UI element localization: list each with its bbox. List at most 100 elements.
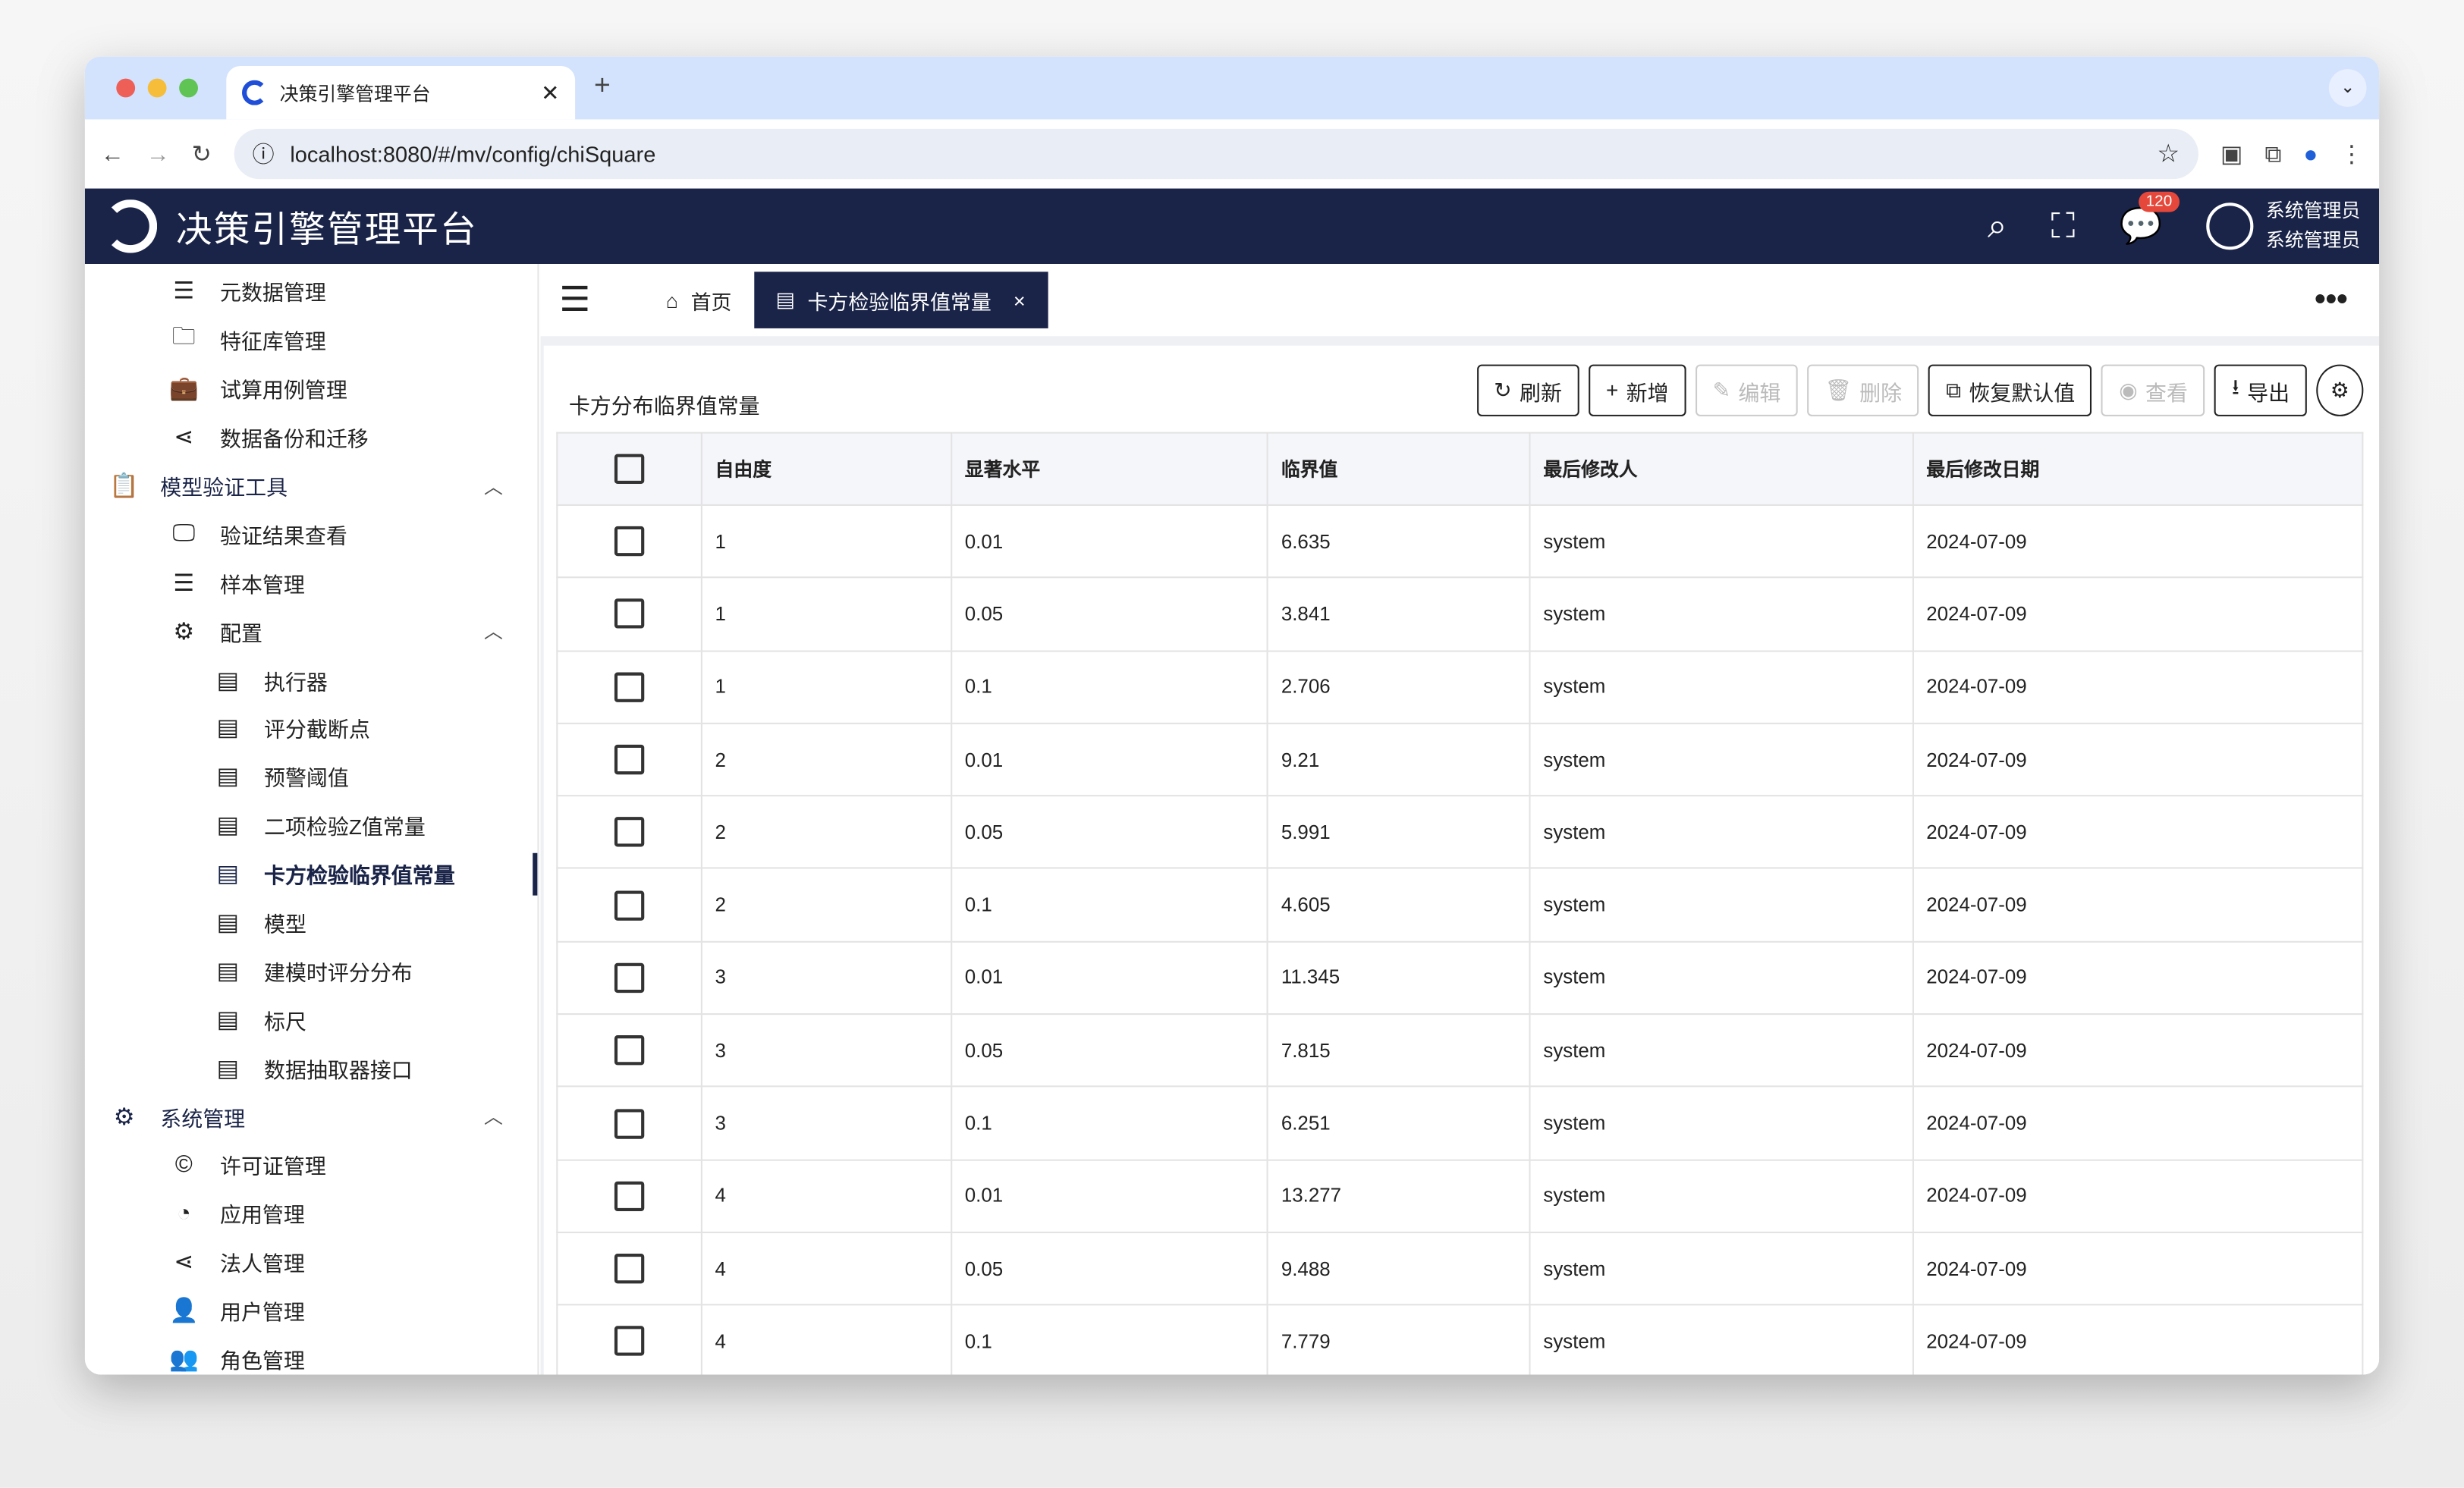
tab-search-chevron-icon[interactable]: ⌄ <box>2328 69 2367 107</box>
delete-button[interactable]: 🗑 删除 <box>1807 364 1919 416</box>
view-button[interactable]: ◉ 查看 <box>2101 364 2205 416</box>
row-checkbox[interactable] <box>614 1181 645 1211</box>
tab-home[interactable]: ⌂ 首页 <box>644 272 754 328</box>
sidebar-item[interactable]: ▤ 标尺 <box>85 995 538 1044</box>
table-row[interactable]: 4 0.1 7.779 system 2024-07-09 <box>556 1304 2364 1375</box>
collapse-menu-icon[interactable]: ☰ <box>559 279 591 319</box>
sidebar-item[interactable]: 👥 角色管理 <box>85 1335 538 1375</box>
column-header[interactable]: 最后修改人 <box>1529 432 1914 506</box>
row-checkbox[interactable] <box>614 744 645 775</box>
close-tab-icon[interactable]: ✕ <box>541 79 560 105</box>
table-row[interactable]: 4 0.01 13.277 system 2024-07-09 <box>556 1160 2364 1233</box>
minimize-window-button[interactable] <box>147 78 167 98</box>
forward-icon[interactable]: → <box>146 140 170 168</box>
sidebar-item[interactable]: ▤ 预警阈值 <box>85 752 538 801</box>
table-row[interactable]: 2 0.01 9.21 system 2024-07-09 <box>556 723 2364 797</box>
chevron-up-icon[interactable]: ︿ <box>483 1106 503 1129</box>
browser-window: 决策引擎管理平台 ✕ + ⌄ ← → ↻ ⓘ localhost:8080/#/… <box>84 56 2380 1375</box>
table-row[interactable]: 1 0.1 2.706 system 2024-07-09 <box>556 650 2364 724</box>
sidebar-item[interactable]: ▤ 卡方检验临界值常量 <box>85 849 538 898</box>
table-row[interactable]: 3 0.1 6.251 system 2024-07-09 <box>556 1087 2364 1161</box>
column-header[interactable]: 自由度 <box>700 432 953 506</box>
chevron-up-icon[interactable]: ︿ <box>483 475 503 498</box>
table-cell: 1 <box>700 650 953 724</box>
table-row[interactable]: 2 0.05 5.991 system 2024-07-09 <box>556 796 2364 870</box>
sidebar-item[interactable]: ⋖ 数据备份和迁移 <box>85 413 538 461</box>
sidebar-item[interactable]: 🖵 验证结果查看 <box>85 510 538 558</box>
puzzle-icon[interactable]: ⧉ <box>2264 140 2282 168</box>
sidebar-item[interactable]: ▤ 数据抽取器接口 <box>85 1044 538 1092</box>
sidebar-item-label: 模型验证工具 <box>160 476 288 500</box>
reload-icon[interactable]: ↻ <box>191 141 212 168</box>
table-row[interactable]: 2 0.1 4.605 system 2024-07-09 <box>556 868 2364 943</box>
clipboard-check-icon: 📋 <box>109 472 139 500</box>
row-checkbox[interactable] <box>614 890 645 921</box>
fullscreen-icon[interactable]: ⛶ <box>2051 206 2076 246</box>
sidebar-item[interactable]: ⚙ 系统管理 ︿ <box>85 1092 538 1141</box>
sidebar-item[interactable]: ▤ 执行器 <box>85 655 538 704</box>
column-header[interactable]: 显著水平 <box>951 432 1269 506</box>
select-all-checkbox[interactable] <box>614 454 645 484</box>
row-checkbox[interactable] <box>614 1254 645 1284</box>
sidebar-item-label: 应用管理 <box>219 1204 305 1228</box>
row-checkbox[interactable] <box>614 672 645 702</box>
trash-icon: 🗑 <box>1824 378 1852 402</box>
sidebar-item[interactable]: ⚙ 配置 ︿ <box>85 607 538 655</box>
row-checkbox[interactable] <box>614 1326 645 1357</box>
more-icon[interactable]: ••• <box>2315 281 2348 317</box>
row-checkbox[interactable] <box>614 1108 645 1138</box>
site-info-icon[interactable]: ⓘ <box>252 141 275 167</box>
sidebar-item[interactable]: © 许可证管理 <box>85 1141 538 1189</box>
close-tab-icon[interactable]: × <box>1013 288 1026 312</box>
messages-icon[interactable]: 💬 120 <box>2119 191 2180 246</box>
extension-icon[interactable]: ▣ <box>2220 141 2243 168</box>
column-header[interactable]: 最后修改日期 <box>1912 432 2364 506</box>
table-row[interactable]: 1 0.05 3.841 system 2024-07-09 <box>556 577 2364 651</box>
row-checkbox[interactable] <box>614 817 645 848</box>
export-button[interactable]: ⭳ 导出 <box>2214 364 2307 416</box>
table-row[interactable]: 4 0.05 9.488 system 2024-07-09 <box>556 1232 2364 1306</box>
refresh-button[interactable]: ↻ 刷新 <box>1476 364 1579 416</box>
bookmark-star-icon[interactable]: ☆ <box>2157 141 2180 168</box>
user-menu[interactable]: 系统管理员 系统管理员 <box>2206 196 2360 256</box>
row-checkbox[interactable] <box>614 962 645 993</box>
restore-default-button[interactable]: ⧉ 恢复默认值 <box>1928 364 2093 416</box>
sidebar-item[interactable]: 🗀 特征库管理 <box>85 315 538 364</box>
close-window-button[interactable] <box>116 78 136 98</box>
sidebar-item[interactable]: ▤ 二项检验Z值常量 <box>85 801 538 849</box>
sidebar-item[interactable]: 💼 试算用例管理 <box>85 364 538 413</box>
row-checkbox[interactable] <box>614 1035 645 1066</box>
table-row[interactable]: 3 0.01 11.345 system 2024-07-09 <box>556 941 2364 1016</box>
sidebar-item[interactable]: ◔ 应用管理 <box>85 1189 538 1238</box>
sidebar-item[interactable]: ▤ 建模时评分分布 <box>85 946 538 995</box>
table-row[interactable]: 3 0.05 7.815 system 2024-07-09 <box>556 1014 2364 1088</box>
maximize-window-button[interactable] <box>179 78 198 98</box>
sidebar-item[interactable]: 📋 模型验证工具 ︿ <box>85 461 538 510</box>
avatar <box>2206 202 2254 250</box>
menu-dots-icon[interactable]: ⋮ <box>2340 141 2364 168</box>
column-settings-button[interactable]: ⚙ <box>2316 364 2364 416</box>
tab-chi-square[interactable]: ▤ 卡方检验临界值常量 × <box>753 272 1048 328</box>
search-icon[interactable]: ⌕ <box>1987 206 2007 246</box>
row-checkbox[interactable] <box>614 526 645 557</box>
new-tab-icon[interactable]: + <box>593 69 611 101</box>
sidebar-item[interactable]: ☰ 样本管理 <box>85 558 538 607</box>
sidebar-item-label: 执行器 <box>263 670 328 694</box>
add-button[interactable]: + 新增 <box>1589 364 1686 416</box>
table-row[interactable]: 1 0.01 6.635 system 2024-07-09 <box>556 504 2364 579</box>
column-header[interactable]: 临界值 <box>1267 432 1531 506</box>
profile-icon[interactable]: ● <box>2303 140 2318 168</box>
sidebar-item[interactable]: 👤 用户管理 <box>85 1286 538 1335</box>
sidebar-item[interactable]: ▤ 评分截断点 <box>85 704 538 752</box>
back-icon[interactable]: ← <box>100 140 124 168</box>
sidebar-item[interactable]: ▤ 模型 <box>85 898 538 946</box>
browser-tab[interactable]: 决策引擎管理平台 ✕ <box>226 65 576 120</box>
sidebar-item[interactable]: ☰ 元数据管理 <box>85 267 538 315</box>
url-field[interactable]: ⓘ localhost:8080/#/mv/config/chiSquare ☆ <box>233 128 2198 180</box>
add-label: 新增 <box>1626 381 1669 405</box>
edit-button[interactable]: ✎ 编辑 <box>1695 364 1799 416</box>
chevron-up-icon[interactable]: ︿ <box>483 620 503 643</box>
sidebar-item[interactable]: ⋖ 法人管理 <box>85 1238 538 1286</box>
row-checkbox[interactable] <box>614 599 645 629</box>
app-icon: ◔ <box>176 1200 191 1227</box>
